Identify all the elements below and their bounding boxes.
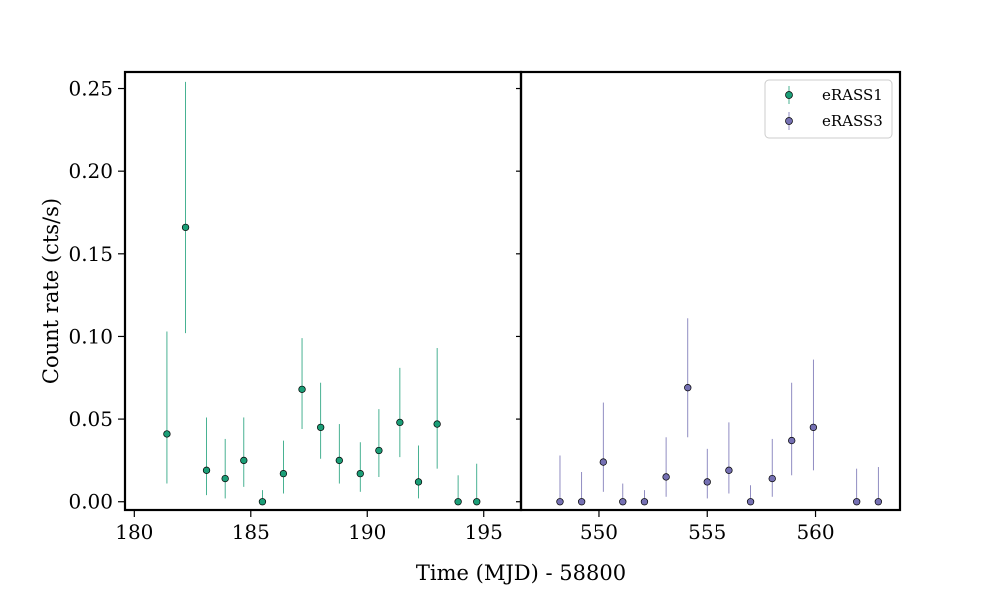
point-erass1-9 xyxy=(335,456,343,465)
x-tick-label: 555 xyxy=(688,520,726,544)
point-erass1-3 xyxy=(221,474,229,483)
point-erass3-4 xyxy=(640,498,649,506)
point-erass1-4 xyxy=(240,456,248,465)
x-tick-label: 190 xyxy=(348,520,386,544)
point-erass1-14 xyxy=(433,420,441,428)
point-erass3-7 xyxy=(703,478,711,486)
legend-marker-erass1 xyxy=(785,91,793,99)
point-erass3-13 xyxy=(853,498,861,506)
point-erass1-16 xyxy=(473,498,481,506)
point-erass3-3 xyxy=(619,498,627,506)
legend-box xyxy=(764,79,893,139)
legend-label-erass3: eRASS3 xyxy=(822,112,883,130)
legend-marker-erass3 xyxy=(785,117,793,125)
point-erass3-0 xyxy=(556,498,564,506)
point-erass1-1 xyxy=(181,223,190,232)
point-erass3-8 xyxy=(725,466,733,474)
panel-left xyxy=(123,70,523,512)
x-axis-title: Time (MJD) - 58800 xyxy=(416,561,626,585)
panel-frame-0 xyxy=(123,70,523,512)
point-erass1-6 xyxy=(279,469,288,478)
panel-frame-1 xyxy=(519,70,902,512)
point-erass1-15 xyxy=(454,498,462,506)
y-tick-label: 0.00 xyxy=(68,490,113,514)
point-erass3-6 xyxy=(684,384,692,392)
ticks-layer: 180 185 190 195 0.00 0.05 0.10 0.15 0.20 0.25 550 5… xyxy=(68,77,834,544)
y-tick-label: 0.05 xyxy=(68,407,113,431)
point-erass3-5 xyxy=(662,473,670,481)
point-erass1-12 xyxy=(396,418,404,427)
y-tick-label: 0.15 xyxy=(68,242,113,266)
x-tick-label: 195 xyxy=(465,520,503,544)
point-erass1-11 xyxy=(375,446,383,455)
y-tick-label: 0.10 xyxy=(68,324,113,348)
point-erass1-0 xyxy=(163,430,171,438)
point-erass3-2 xyxy=(599,458,607,466)
y-axis-title: Count rate (cts/s) xyxy=(39,198,63,384)
x-tick-label: 560 xyxy=(796,520,834,544)
x-tick-label: 180 xyxy=(115,520,153,544)
point-erass3-10 xyxy=(768,474,776,483)
point-erass1-8 xyxy=(317,423,325,432)
legend-label-erass1: eRASS1 xyxy=(822,86,883,104)
x-tick-label: 550 xyxy=(580,520,618,544)
point-erass1-10 xyxy=(356,469,364,478)
point-erass3-14 xyxy=(874,498,882,506)
point-erass1-7 xyxy=(298,385,306,393)
legend: eRASS1 eRASS3 xyxy=(764,79,893,139)
point-erass3-9 xyxy=(746,498,755,506)
point-erass1-5 xyxy=(258,498,267,506)
point-erass3-11 xyxy=(788,436,796,445)
point-erass1-2 xyxy=(202,466,211,474)
point-erass3-12 xyxy=(809,423,818,432)
y-tick-label: 0.20 xyxy=(68,159,113,183)
y-tick-label: 0.25 xyxy=(68,77,113,101)
panel-right xyxy=(519,70,902,512)
point-erass3-1 xyxy=(577,498,586,506)
point-erass1-13 xyxy=(414,478,423,486)
x-tick-label: 185 xyxy=(232,520,270,544)
